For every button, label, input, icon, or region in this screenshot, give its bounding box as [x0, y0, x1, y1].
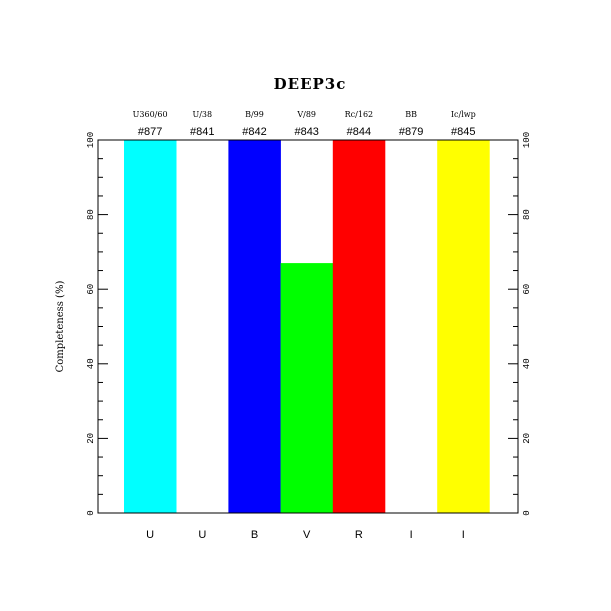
filter-label: B/99 — [245, 110, 264, 119]
y-tick-label-right: 80 — [522, 209, 532, 220]
y-tick-label-right: 0 — [522, 510, 532, 515]
exposure-id-label: #841 — [190, 126, 214, 138]
band-label: U — [146, 529, 154, 541]
exposure-id-label: #844 — [347, 126, 371, 138]
bar-4 — [280, 263, 334, 513]
filter-label: Rc/162 — [345, 110, 373, 119]
y-tick-label-right: 60 — [522, 284, 532, 295]
chart-title: DEEP3c — [274, 75, 347, 93]
y-tick-label-right: 40 — [522, 358, 532, 369]
exposure-id-label: #845 — [451, 126, 475, 138]
filter-label: BB — [405, 110, 417, 119]
labels-layer: 0 0 20 20 40 40 60 60 80 80 100 100 U360/60 #877 U U/38… — [86, 110, 532, 541]
filter-label: Ic/lwp — [451, 110, 476, 119]
y-tick-label-left: 0 — [86, 510, 96, 515]
filter-label: U360/60 — [133, 110, 168, 119]
band-label: I — [462, 529, 465, 541]
bar-1 — [124, 140, 177, 513]
band-label: B — [251, 529, 258, 541]
y-tick-label-left: 80 — [86, 209, 96, 220]
band-label: V — [303, 529, 311, 541]
y-tick-label-right: 20 — [522, 433, 532, 444]
band-label: U — [198, 529, 206, 541]
band-label: R — [355, 529, 363, 541]
ticks-layer — [98, 139, 518, 514]
exposure-id-label: #877 — [138, 126, 162, 138]
y-tick-label-left: 40 — [86, 358, 96, 369]
exposure-id-label: #843 — [294, 126, 318, 138]
y-tick-label-right: 100 — [522, 132, 532, 148]
y-axis-label: Completeness (%) — [55, 281, 66, 373]
band-label: I — [410, 529, 413, 541]
filter-label: V/89 — [296, 110, 316, 119]
bar-7 — [437, 140, 490, 513]
bar-3 — [228, 140, 281, 513]
filter-label: U/38 — [192, 110, 212, 119]
y-tick-label-left: 60 — [86, 284, 96, 295]
bar-5 — [332, 140, 386, 513]
y-tick-label-left: 100 — [86, 132, 96, 148]
exposure-id-label: #879 — [399, 126, 423, 138]
y-tick-label-left: 20 — [86, 433, 96, 444]
bars-layer — [124, 140, 490, 513]
exposure-id-label: #842 — [242, 126, 266, 138]
